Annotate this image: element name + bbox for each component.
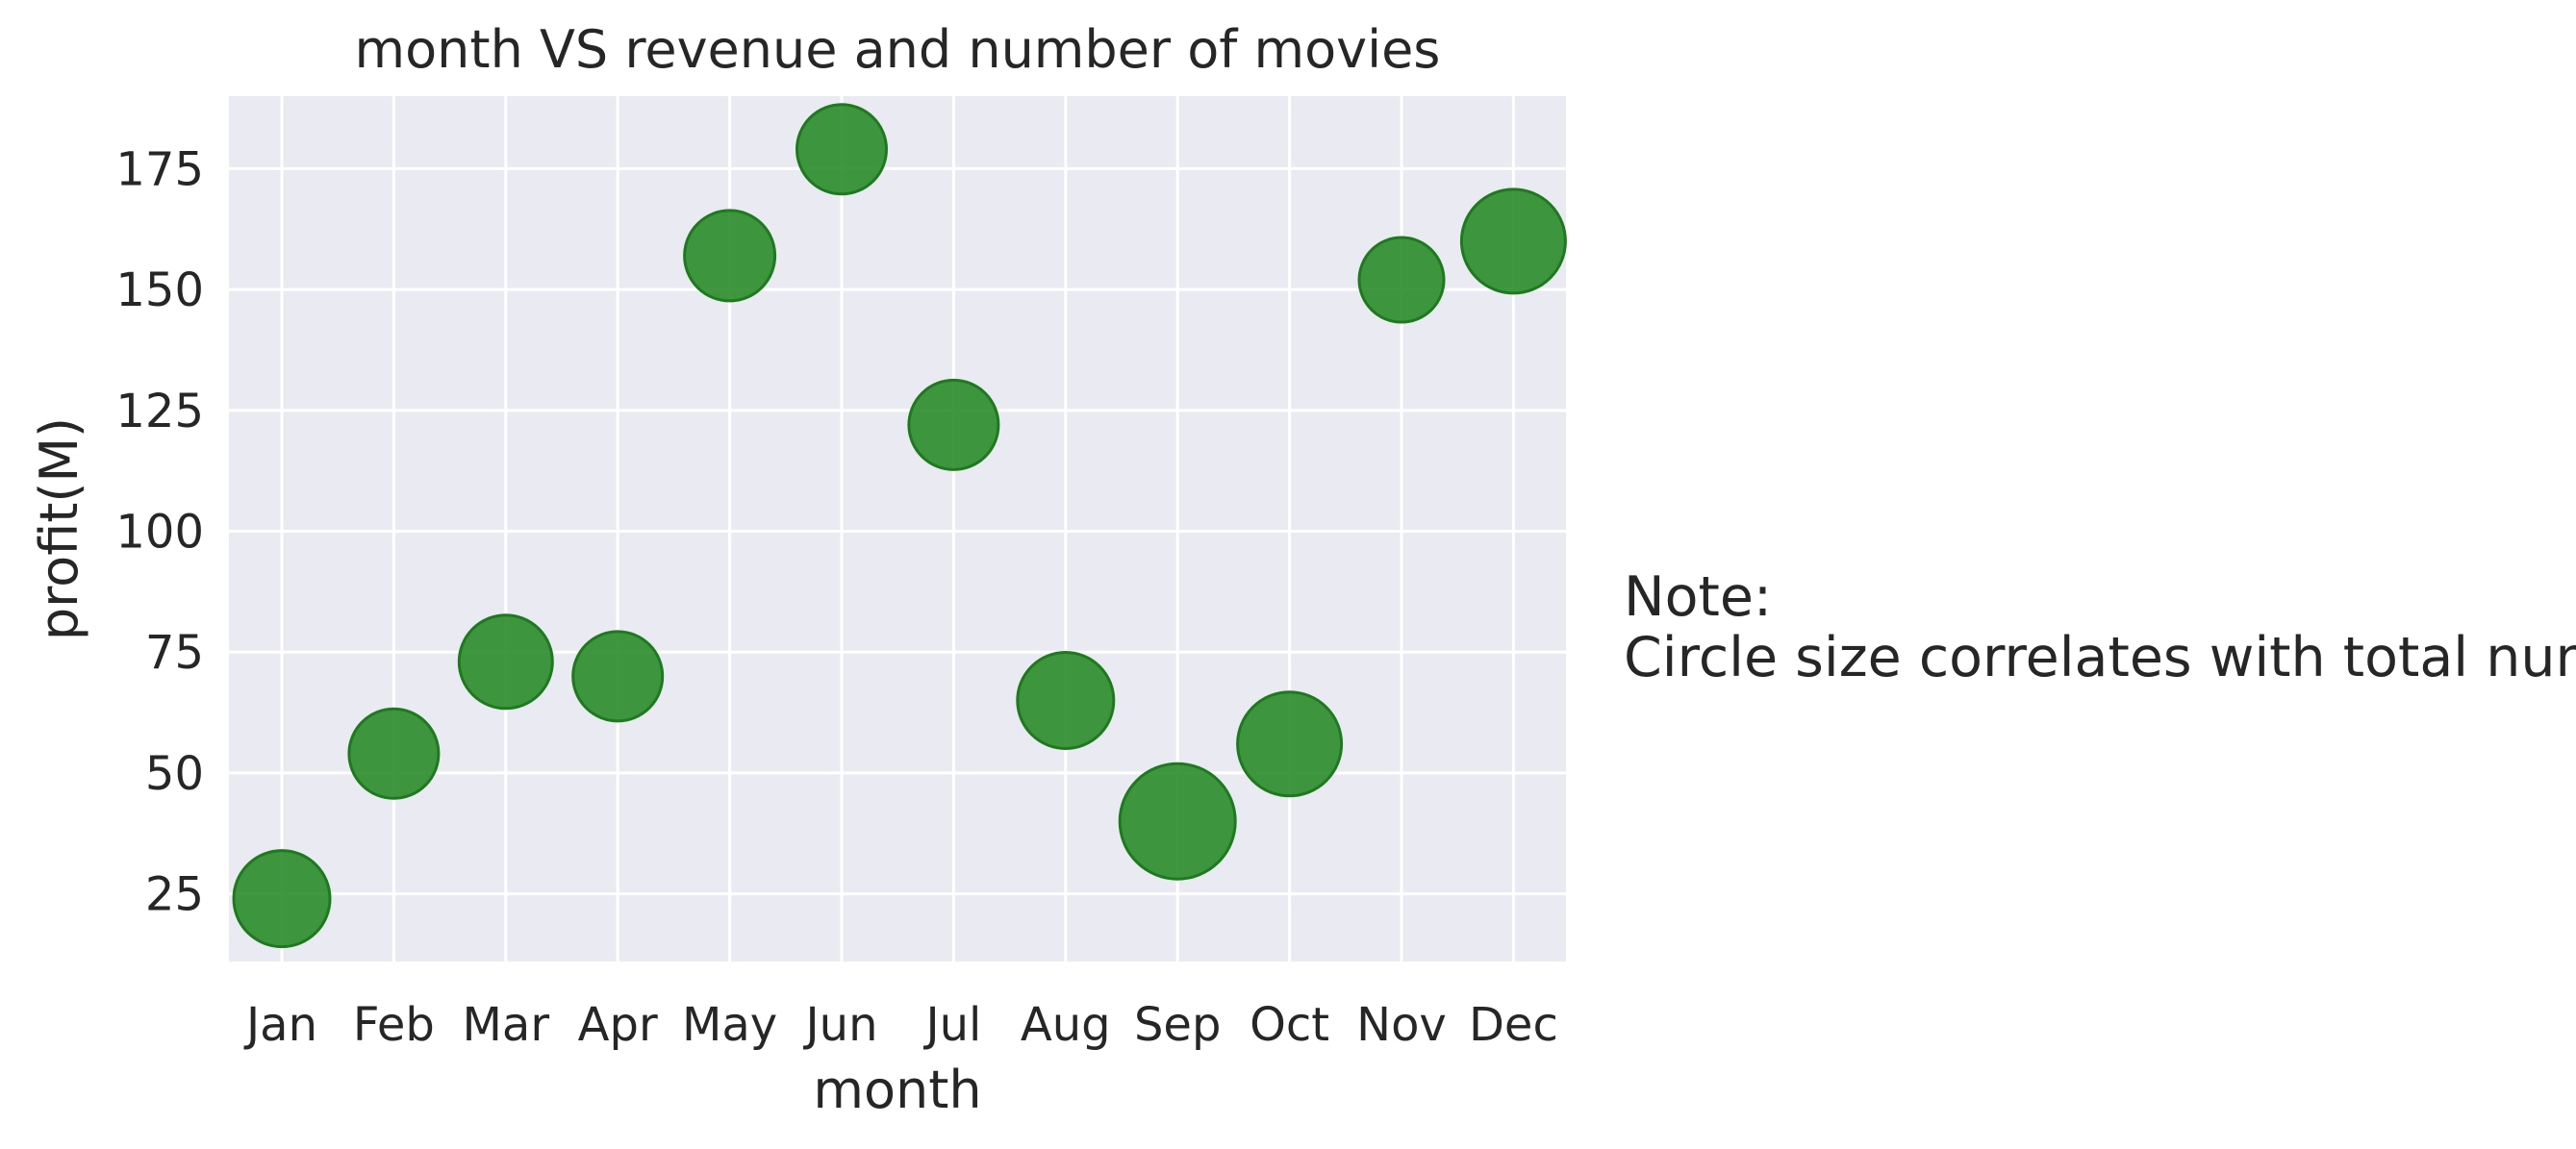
y-tick-label: 150 <box>115 263 204 317</box>
data-point <box>347 707 441 800</box>
data-point <box>457 613 554 711</box>
data-point <box>907 378 1000 471</box>
data-point <box>683 209 777 303</box>
x-tick-label: Sep <box>1134 998 1221 1052</box>
data-point <box>1236 690 1344 798</box>
y-tick-label: 50 <box>145 747 204 801</box>
data-point <box>571 630 665 723</box>
x-tick-label: Aug <box>1021 998 1111 1052</box>
y-tick-labels: 25 50 75 100 125 150 175 <box>115 142 204 921</box>
y-tick-label: 125 <box>115 385 204 438</box>
x-tick-label: Mar <box>463 998 550 1052</box>
note-line-2: Circle size correlates with total num. <box>1624 626 2576 689</box>
data-point <box>232 849 332 949</box>
data-point <box>1459 187 1567 295</box>
data-points <box>232 103 1567 949</box>
x-tick-label: Nov <box>1356 998 1447 1052</box>
y-tick-label: 100 <box>115 506 204 560</box>
x-tick-label: Dec <box>1469 998 1558 1052</box>
y-tick-label: 175 <box>115 142 204 196</box>
x-tick-label: Feb <box>353 998 435 1052</box>
x-tick-label: Oct <box>1250 998 1329 1052</box>
x-axis-label: month <box>813 1060 981 1120</box>
x-tick-labels: Jan Feb Mar Apr May Jun Jul Aug Sep Oct Nov Dec <box>243 998 1558 1052</box>
x-tick-label: May <box>682 998 777 1052</box>
data-point <box>1118 762 1237 881</box>
x-tick-label: Jun <box>803 998 878 1052</box>
y-tick-label: 75 <box>145 626 204 680</box>
data-point <box>1357 236 1446 324</box>
x-tick-label: Apr <box>578 998 658 1052</box>
note-line-1: Note: <box>1624 565 1772 629</box>
x-tick-label: Jul <box>922 998 981 1052</box>
data-point <box>1016 650 1116 750</box>
y-axis-label: profit(M) <box>29 417 89 640</box>
data-point <box>796 103 888 196</box>
x-tick-label: Jan <box>243 998 317 1052</box>
plot-area <box>229 96 1566 962</box>
y-tick-label: 25 <box>145 868 204 922</box>
chart-title: month VS revenue and number of movies <box>355 19 1441 80</box>
